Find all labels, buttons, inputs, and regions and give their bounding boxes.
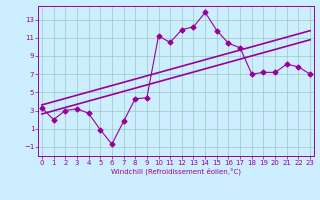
X-axis label: Windchill (Refroidissement éolien,°C): Windchill (Refroidissement éolien,°C) [111, 168, 241, 175]
